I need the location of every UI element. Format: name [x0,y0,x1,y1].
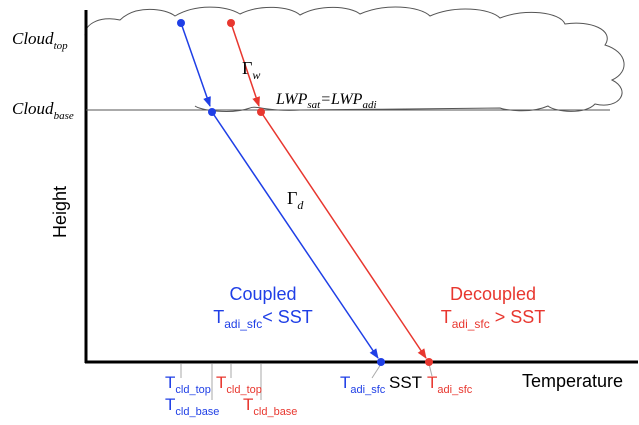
text-part: T [165,395,175,414]
x-ticks [180,363,433,400]
text-part: Cloud [12,29,54,48]
text-part: adi_sfc [437,384,472,396]
text-part: T [213,307,224,327]
red-moist [230,22,260,107]
text-part: T [441,307,452,327]
text-part: T [340,373,350,392]
gamma-w: Γw [242,58,260,82]
text-part: cld_base [175,406,219,418]
cloud [84,6,625,112]
x-axis-title: Temperature [522,371,623,391]
cloud-base-label: Cloudbase [12,99,74,122]
regime-condition: Tadi_sfc > SST [441,307,546,331]
text-part: adi_sfc [350,384,385,396]
x-label: Tadi_sfc [340,373,386,396]
cloud-top-label: Cloudtop [12,29,68,52]
text-part: LWP [330,91,363,108]
x-label: Tadi_sfc [427,373,473,396]
text-part: Cloud [12,99,54,118]
equation: LWPsat=LWPadi [275,91,377,111]
gamma-d: Γd [287,188,304,212]
text-part: cld_top [175,384,210,396]
points [177,19,433,366]
text-part: cld_top [226,384,261,396]
text-part: adi_sfc [452,317,490,331]
text-part: base [54,110,74,122]
blue-dry [211,111,379,359]
text-part: Γ [287,188,297,208]
text-part: sat [307,99,321,111]
x-label: Tcld_top [216,373,262,396]
x-label: Tcld_top [165,373,211,396]
y-axis-title: Height [50,186,70,238]
blue-moist [180,22,211,107]
text-part: > SST [490,307,546,327]
regime-condition: Tadi_sfc< SST [213,307,313,331]
text-part: w [252,68,260,82]
x-label: Tcld_base [243,395,297,418]
x-label: SST [389,373,422,392]
x-label: Tcld_base [165,395,219,418]
text-part: Γ [242,58,252,78]
regime-title: Decoupled [450,284,536,304]
text-part: T [243,395,253,414]
regime-title: Coupled [229,284,296,304]
text-part: T [216,373,226,392]
text-part: = [320,91,331,108]
text-part: LWP [275,91,308,108]
text-part: cld_base [253,406,297,418]
text-part: T [165,373,175,392]
text-part: top [54,40,69,52]
text-part: T [427,373,437,392]
text-part: < SST [262,307,313,327]
text-part: d [297,198,304,212]
text-part: adi [362,99,376,111]
red-dry [260,111,427,359]
text-part: adi_sfc [224,317,262,331]
